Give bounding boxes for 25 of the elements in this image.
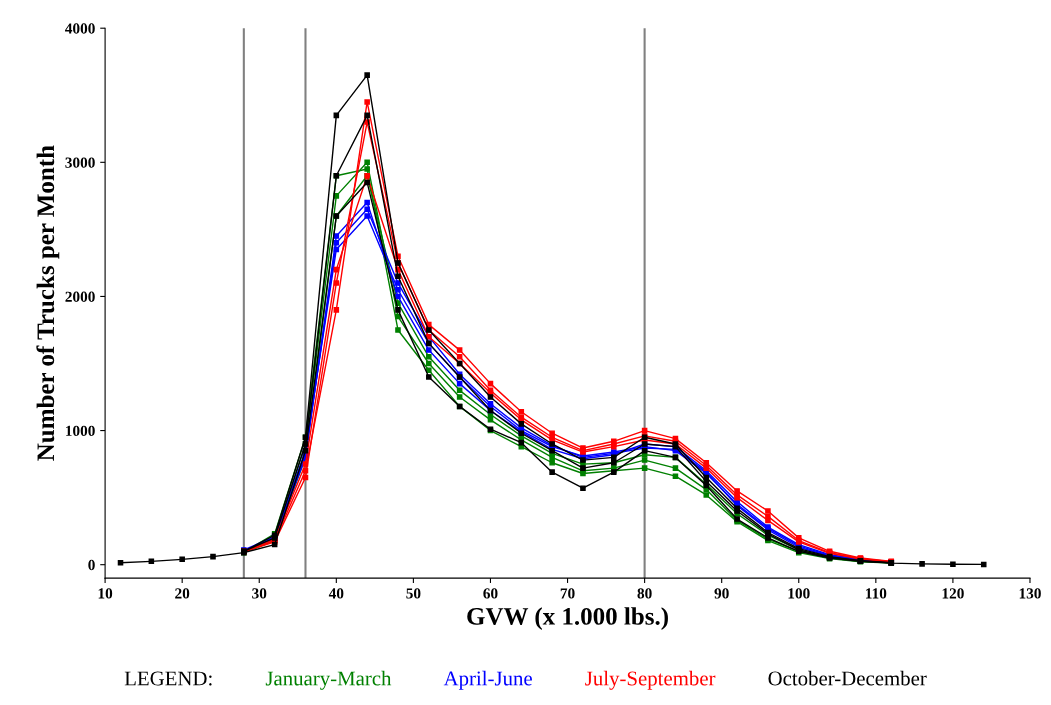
y-tick-label: 2000 xyxy=(65,291,95,302)
x-tick-label: 20 xyxy=(175,588,190,599)
x-tick-label: 30 xyxy=(252,588,267,599)
legend-title: LEGEND: xyxy=(124,671,212,686)
x-tick-label: 50 xyxy=(406,588,421,599)
y-axis-title: Number of Trucks per Month xyxy=(36,145,60,461)
y-tick-label: 4000 xyxy=(65,23,95,34)
text: July-September xyxy=(585,670,716,690)
y-tick-label: 3000 xyxy=(65,157,95,168)
y-tick-label: 1000 xyxy=(66,425,95,437)
text: October-December xyxy=(768,670,927,686)
x-tick-label: 40 xyxy=(328,588,344,599)
x-tick-label: 80 xyxy=(637,588,652,599)
x-tick-label: 60 xyxy=(483,588,498,599)
x-tick-label: 130 xyxy=(1019,588,1041,599)
x-tick-label: 10 xyxy=(98,588,113,599)
x-tick-label: 100 xyxy=(788,588,810,599)
x-tick-label: 90 xyxy=(714,588,729,599)
y-tick-label: 0 xyxy=(88,559,95,571)
x-tick-label: 120 xyxy=(942,588,964,599)
x-tick-label: 110 xyxy=(866,588,887,599)
text: January-March xyxy=(265,670,392,690)
x-tick-label: 70 xyxy=(560,588,575,599)
x-axis-title: GVW (x 1.000 lbs.) xyxy=(467,607,668,630)
text: April-June xyxy=(443,670,532,690)
